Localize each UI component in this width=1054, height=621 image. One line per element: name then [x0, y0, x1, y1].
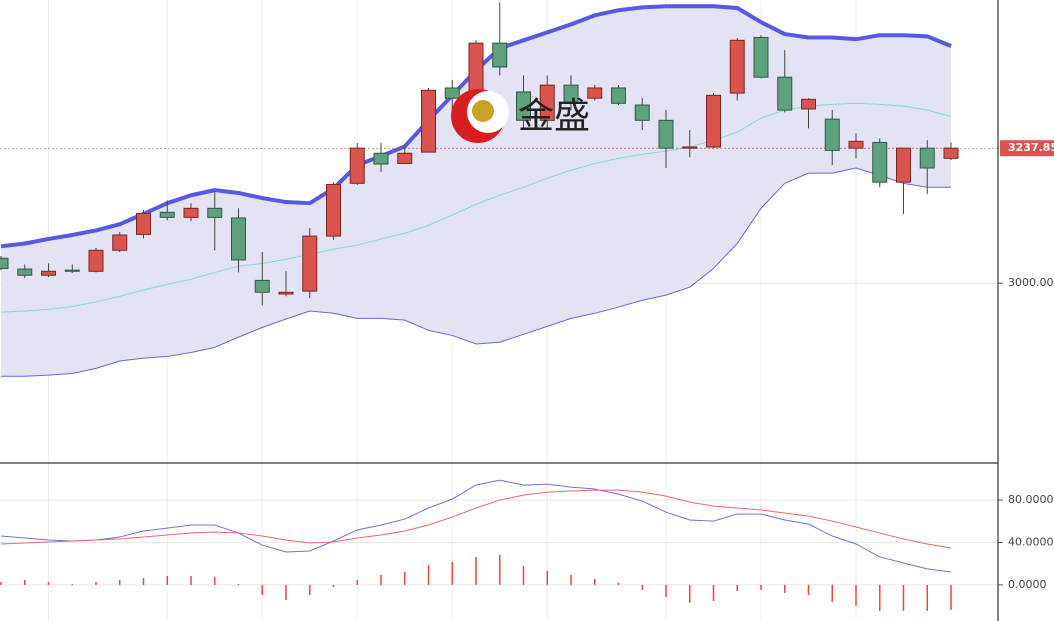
- indicator-line: [0, 489, 952, 549]
- histogram-bar: [261, 584, 263, 595]
- histogram-bar: [831, 584, 833, 602]
- candle-body: [706, 94, 721, 148]
- candle-body: [587, 87, 603, 99]
- histogram-bar: [594, 578, 596, 585]
- histogram-bar: [926, 584, 928, 611]
- last-price-label: 3237.85: [1008, 141, 1054, 154]
- candle-body: [444, 87, 460, 99]
- candle-body: [349, 147, 365, 184]
- histogram-bar: [71, 583, 73, 585]
- logo-ball: [472, 100, 494, 122]
- histogram-bar: [499, 555, 501, 585]
- histogram-bar: [760, 584, 762, 590]
- candle-body: [492, 42, 508, 68]
- candle-body: [207, 207, 223, 218]
- candle-body: [658, 119, 674, 149]
- candle-body: [159, 211, 175, 218]
- histogram-bar: [24, 579, 26, 585]
- candle-body: [326, 183, 341, 237]
- histogram-bar: [356, 579, 358, 585]
- candle-body: [611, 87, 626, 104]
- histogram-bar: [451, 562, 453, 585]
- candle-body: [848, 140, 864, 149]
- candle-body: [824, 118, 840, 151]
- candle-body: [231, 217, 246, 261]
- histogram-bar: [855, 584, 857, 606]
- candle-body: [729, 39, 745, 94]
- watermark-logo: [451, 89, 509, 143]
- histogram-bar: [0, 581, 2, 585]
- candle-body: [112, 234, 128, 251]
- histogram-bar: [309, 584, 311, 595]
- histogram-bar: [380, 574, 382, 585]
- histogram-bar: [807, 584, 810, 595]
- last-price-box: [1000, 140, 1054, 157]
- candle-body: [919, 147, 935, 169]
- band-line: [1, 167, 951, 377]
- histogram-bar: [95, 581, 97, 585]
- histogram-bar: [570, 574, 572, 585]
- histogram-bar: [879, 584, 881, 611]
- candle-body: [278, 291, 294, 295]
- candle-body: [64, 269, 80, 272]
- candle-body: [136, 212, 151, 235]
- histogram-bar: [404, 571, 406, 585]
- candle-body: [634, 104, 650, 121]
- histogram-bar: [237, 583, 240, 585]
- candle-body: [88, 249, 104, 272]
- histogram-bar: [214, 576, 216, 585]
- candle-body: [41, 270, 56, 276]
- watermark-text: 金盛: [518, 96, 590, 137]
- histogram-bar: [332, 584, 335, 587]
- histogram-bar: [712, 584, 715, 601]
- histogram-bar: [166, 575, 168, 585]
- histogram-bar: [427, 564, 430, 585]
- candle-body: [373, 152, 389, 165]
- candle-body: [421, 89, 436, 153]
- candle-body: [254, 279, 270, 293]
- candle-body: [777, 76, 793, 111]
- histogram-bar: [736, 584, 738, 591]
- histogram-bar: [522, 565, 525, 585]
- histogram-bar: [190, 575, 192, 585]
- histogram-bar: [617, 582, 620, 585]
- histogram-bar: [546, 570, 548, 585]
- y-tick-label: 40.0000: [1008, 536, 1054, 549]
- candle-body: [397, 152, 413, 164]
- indicator-line: [0, 479, 952, 573]
- band-line: [0, 102, 952, 313]
- candle-body: [0, 257, 9, 269]
- histogram-bar: [689, 584, 691, 603]
- histogram-bar: [784, 584, 786, 593]
- histogram-bar: [641, 584, 643, 590]
- histogram-bar: [950, 584, 952, 610]
- candle-body: [183, 207, 199, 218]
- candle-body: [516, 91, 531, 121]
- candle-body: [872, 141, 888, 183]
- candle-body: [896, 147, 911, 183]
- y-tick-label: 0.0000: [1008, 578, 1047, 591]
- candle-body: [801, 98, 816, 110]
- histogram-bar: [665, 584, 667, 597]
- histogram-bar: [119, 579, 121, 585]
- candle-body: [539, 84, 555, 121]
- histogram-bar: [142, 577, 145, 585]
- candle-body: [943, 147, 959, 159]
- histogram-bar: [475, 557, 477, 585]
- histogram-bar: [47, 581, 50, 585]
- candle-body: [17, 268, 33, 276]
- y-tick-label: 3000.00: [1008, 276, 1054, 289]
- histogram-bar: [902, 584, 905, 611]
- candle-body: [302, 235, 318, 292]
- candle-body: [753, 36, 769, 78]
- candle-body: [682, 146, 698, 149]
- y-tick-label: 80.0000: [1008, 493, 1054, 506]
- candle-body: [563, 84, 579, 104]
- histogram-bar: [285, 584, 287, 600]
